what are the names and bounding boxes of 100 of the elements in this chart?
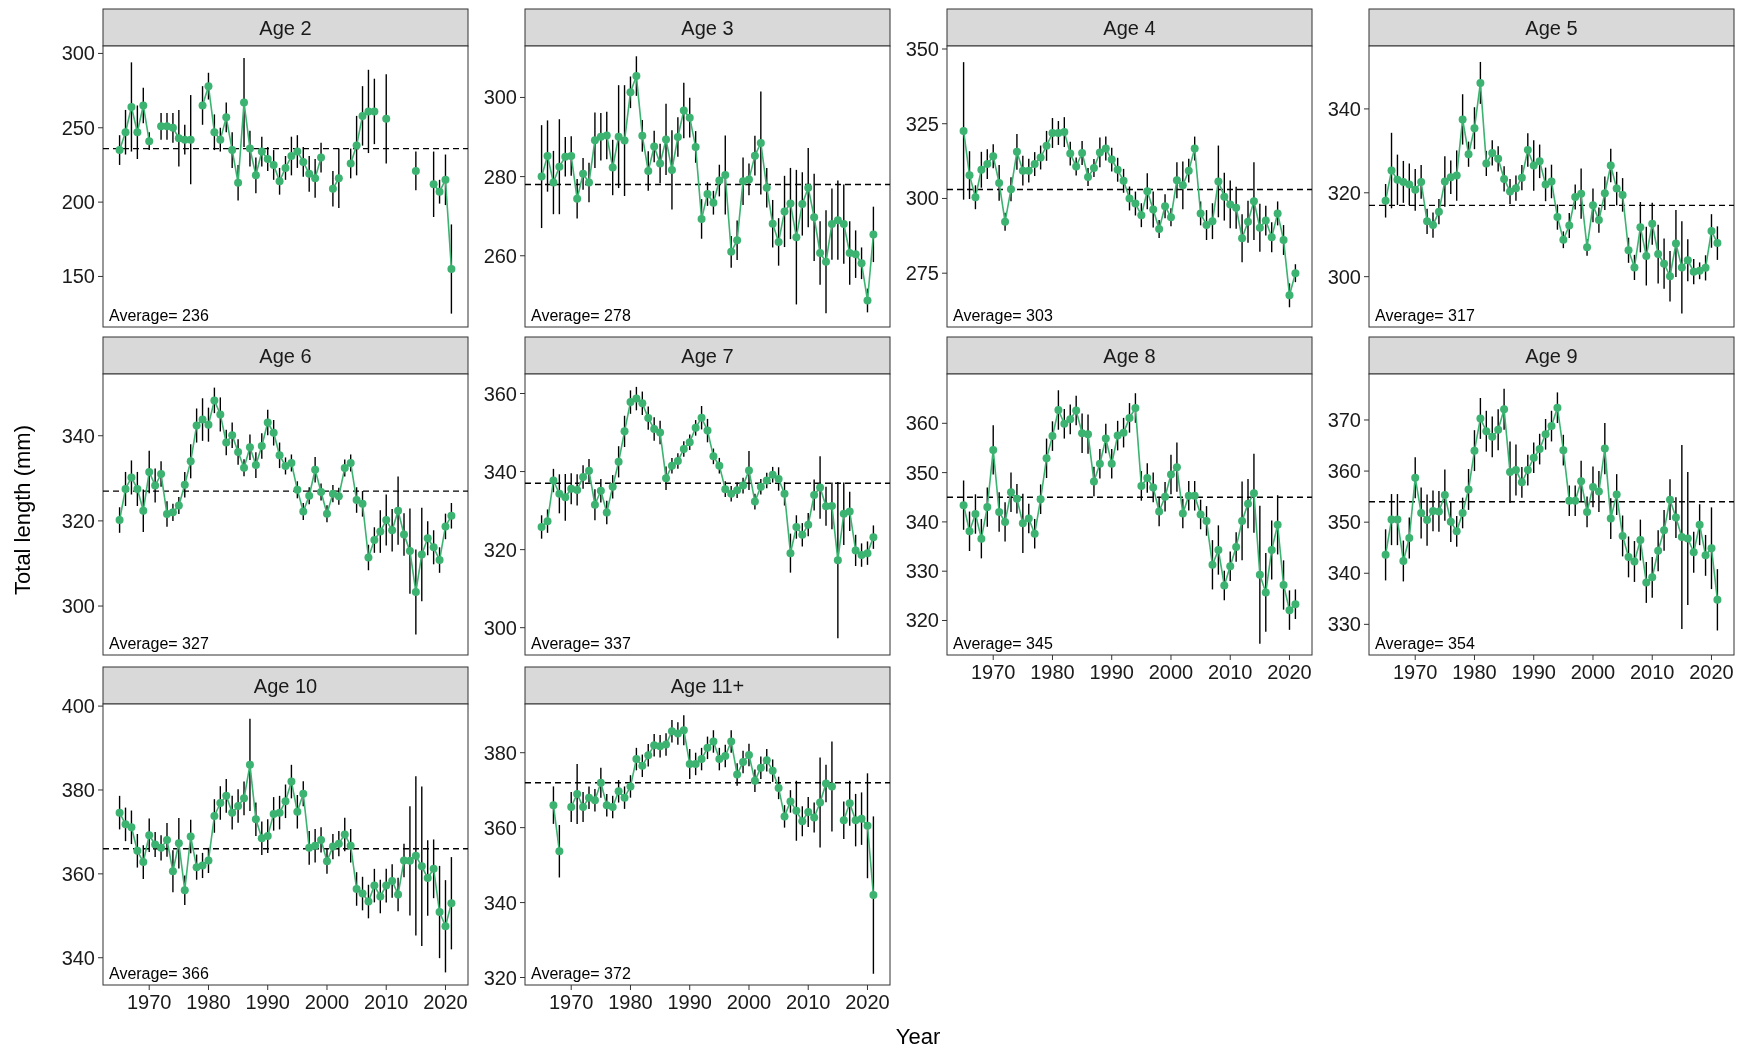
y-tick-label: 350	[1327, 511, 1361, 534]
point	[352, 884, 361, 893]
point	[1279, 236, 1288, 245]
point	[1273, 520, 1282, 529]
point	[435, 908, 444, 917]
point	[1190, 491, 1199, 500]
point	[423, 874, 432, 883]
point	[1078, 149, 1087, 158]
point	[322, 509, 331, 518]
point	[1196, 209, 1205, 218]
point	[959, 126, 968, 135]
point	[317, 487, 326, 496]
point	[709, 737, 718, 746]
point	[756, 482, 765, 491]
point	[584, 178, 593, 187]
point	[1084, 172, 1093, 181]
point	[257, 147, 266, 156]
point	[638, 131, 647, 140]
point	[1405, 180, 1414, 189]
annotation: Average= 317	[1375, 307, 1475, 324]
point	[1476, 78, 1485, 87]
point	[833, 556, 842, 565]
point	[965, 171, 974, 180]
point	[1683, 534, 1692, 543]
point	[1226, 200, 1235, 209]
point	[1119, 176, 1128, 185]
point	[733, 236, 742, 245]
point	[863, 549, 872, 558]
point	[786, 549, 795, 558]
point	[115, 146, 124, 155]
x-tick-label: 2020	[1267, 661, 1312, 683]
point	[1452, 171, 1461, 180]
point	[549, 178, 558, 187]
point	[537, 172, 546, 181]
point	[139, 101, 148, 110]
point	[857, 259, 866, 268]
point	[1172, 463, 1181, 472]
x-tick-label: 2010	[785, 991, 831, 1013]
point	[1559, 446, 1568, 455]
annotation: Average= 354	[1375, 635, 1475, 652]
point	[251, 461, 260, 470]
point	[388, 876, 397, 885]
point	[995, 508, 1004, 517]
y-tick-label: 340	[61, 424, 95, 447]
point	[370, 881, 379, 890]
point	[311, 841, 320, 850]
point	[543, 152, 552, 161]
point	[1630, 557, 1639, 566]
point	[721, 171, 730, 180]
point	[204, 420, 213, 429]
point	[1066, 149, 1075, 158]
point	[1214, 177, 1223, 186]
point	[744, 466, 753, 475]
x-tick-label: 2010	[363, 991, 409, 1013]
point	[774, 237, 783, 246]
point	[1060, 419, 1069, 428]
x-tick-label: 2010	[1207, 661, 1253, 683]
point	[845, 799, 854, 808]
point	[1618, 190, 1627, 199]
point	[638, 399, 647, 408]
x-tick-label: 2020	[845, 991, 890, 1013]
point	[1464, 485, 1473, 494]
point	[1006, 488, 1015, 497]
point	[1624, 552, 1633, 561]
point	[1155, 224, 1164, 233]
x-tick-label: 2010	[1629, 661, 1675, 683]
point	[756, 763, 765, 772]
point	[311, 174, 320, 183]
point	[376, 527, 385, 536]
point	[417, 862, 426, 871]
point	[352, 496, 361, 505]
point	[650, 142, 659, 151]
point	[1267, 233, 1276, 242]
point	[1618, 531, 1627, 540]
point	[145, 831, 154, 840]
point	[697, 214, 706, 223]
point	[1594, 216, 1603, 225]
point	[792, 522, 801, 531]
point	[780, 812, 789, 821]
point	[275, 177, 284, 186]
point	[1107, 155, 1116, 164]
point	[590, 500, 599, 509]
x-tick-label: 1970	[1392, 661, 1438, 683]
point	[1500, 174, 1509, 183]
point	[709, 452, 718, 461]
point	[1511, 184, 1520, 193]
point	[364, 897, 373, 906]
point	[1125, 413, 1134, 422]
point	[762, 183, 771, 192]
point	[1042, 141, 1051, 150]
point	[1166, 213, 1175, 222]
point	[626, 88, 635, 97]
point	[632, 394, 641, 403]
x-tick-label: 1990	[1511, 661, 1556, 683]
point	[334, 839, 343, 848]
point	[1577, 477, 1586, 486]
point	[157, 470, 166, 479]
point	[115, 808, 124, 817]
point	[869, 230, 878, 239]
point	[1642, 252, 1651, 261]
